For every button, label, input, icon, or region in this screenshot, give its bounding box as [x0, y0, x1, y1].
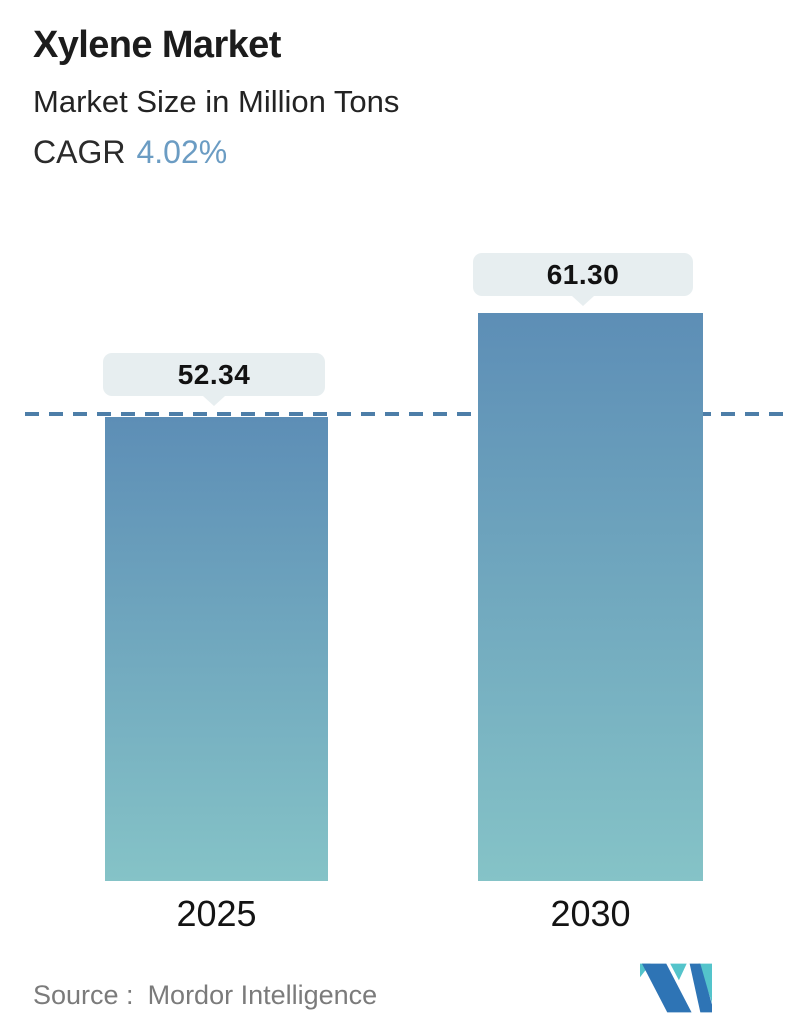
- x-axis-label-2025: 2025: [176, 893, 257, 934]
- bar-2025: [105, 417, 328, 881]
- source-attribution: Source : Mordor Intelligence: [33, 980, 377, 1011]
- source-value: Mordor Intelligence: [147, 980, 378, 1010]
- cagr-line: CAGR 4.02%: [33, 134, 227, 171]
- mordor-intelligence-logo-icon: [640, 963, 712, 1013]
- cagr-label: CAGR: [33, 134, 126, 170]
- mordor-intelligence-logo: [640, 963, 712, 1013]
- chart-subtitle: Market Size in Million Tons: [33, 84, 400, 119]
- value-label-2025: 52.34: [103, 353, 325, 396]
- reference-dashed-line: [25, 412, 788, 416]
- bar-2030: [478, 313, 703, 881]
- source-label: Source :: [33, 980, 134, 1010]
- value-label-2025-text: 52.34: [177, 358, 251, 390]
- x-axis-label-2030: 2030: [550, 893, 631, 934]
- cagr-value: 4.02%: [136, 134, 228, 170]
- value-label-2030: 61.30: [473, 253, 693, 296]
- value-label-2030-text: 61.30: [546, 258, 620, 290]
- chart-title: Xylene Market: [33, 24, 281, 66]
